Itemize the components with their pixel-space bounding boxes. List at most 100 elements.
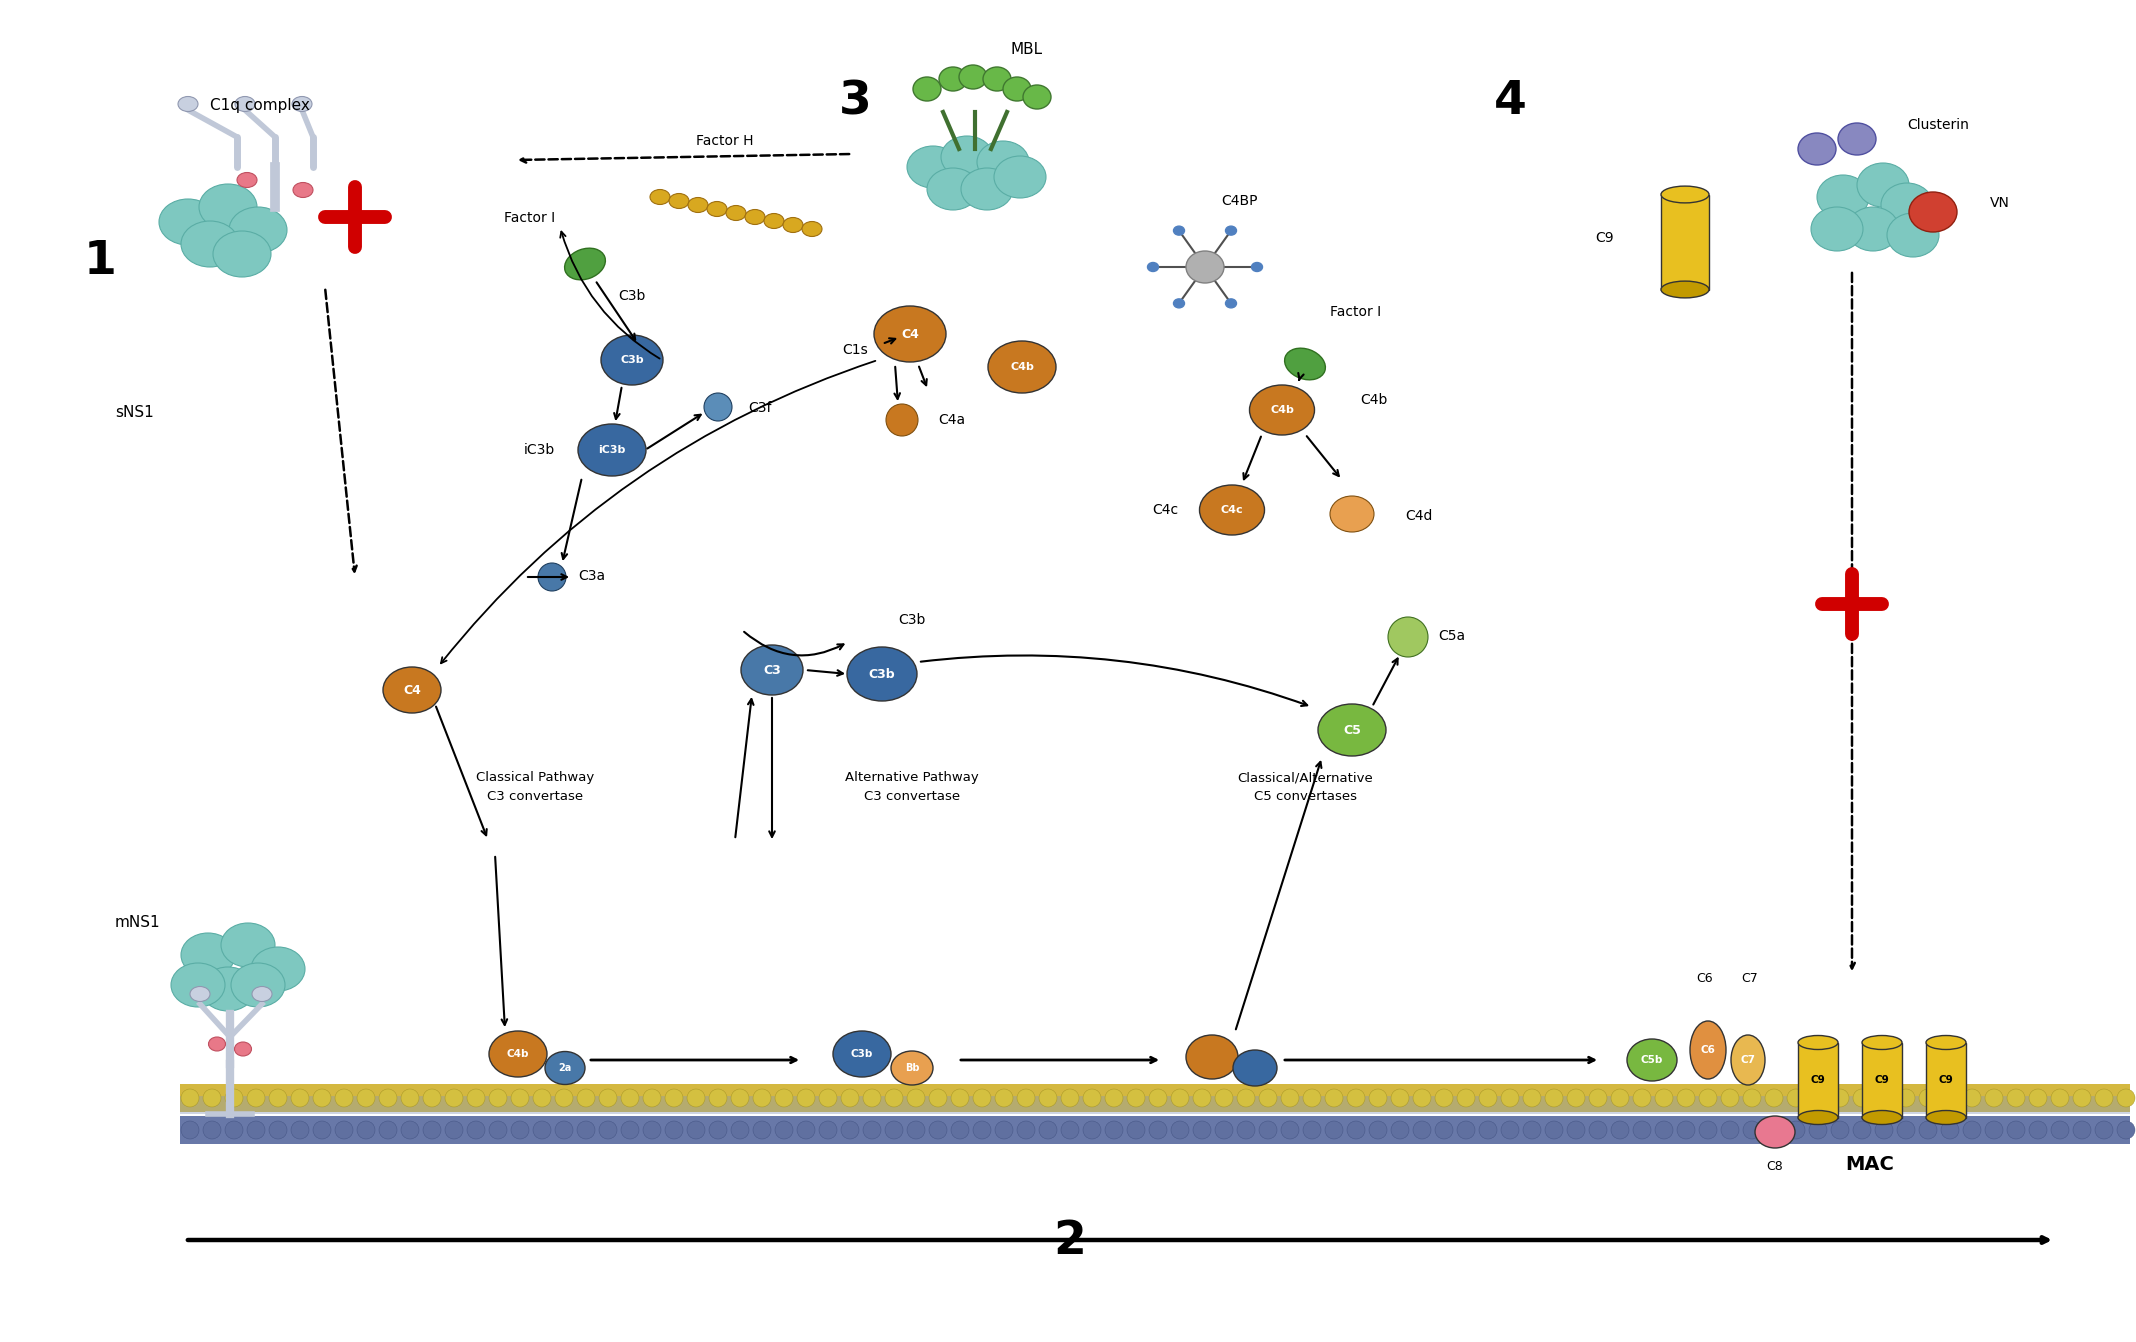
Text: Factor I: Factor I — [504, 211, 555, 225]
Circle shape — [577, 1121, 596, 1139]
Circle shape — [775, 1088, 792, 1107]
Text: C4b: C4b — [506, 1049, 530, 1059]
Circle shape — [1764, 1088, 1784, 1107]
Text: C4: C4 — [404, 683, 421, 696]
Ellipse shape — [669, 193, 690, 208]
Circle shape — [1788, 1121, 1805, 1139]
Circle shape — [1942, 1121, 1959, 1139]
Ellipse shape — [959, 64, 987, 89]
Circle shape — [1062, 1088, 1079, 1107]
Text: Clusterin: Clusterin — [1907, 118, 1969, 132]
Ellipse shape — [293, 97, 312, 111]
Circle shape — [842, 1088, 859, 1107]
Circle shape — [797, 1121, 816, 1139]
Circle shape — [444, 1088, 464, 1107]
Circle shape — [842, 1121, 859, 1139]
Circle shape — [1523, 1088, 1540, 1107]
Circle shape — [1963, 1088, 1980, 1107]
Circle shape — [1502, 1088, 1519, 1107]
Bar — [1863, 1043, 1901, 1118]
Circle shape — [598, 1121, 617, 1139]
Circle shape — [974, 1121, 991, 1139]
Text: C3b: C3b — [899, 613, 925, 627]
Circle shape — [1369, 1121, 1386, 1139]
Ellipse shape — [1927, 1036, 1965, 1049]
Circle shape — [314, 1088, 331, 1107]
Text: C6: C6 — [1700, 1045, 1715, 1055]
Text: C4d: C4d — [1405, 509, 1433, 523]
Bar — [1662, 195, 1709, 290]
Circle shape — [1854, 1121, 1871, 1139]
Text: sNS1: sNS1 — [115, 405, 154, 420]
Circle shape — [1017, 1088, 1036, 1107]
Ellipse shape — [1173, 299, 1185, 307]
Circle shape — [314, 1121, 331, 1139]
Circle shape — [1215, 1088, 1232, 1107]
Text: 1: 1 — [83, 239, 117, 285]
Ellipse shape — [1837, 123, 1875, 154]
Ellipse shape — [1799, 133, 1837, 165]
Text: C3f: C3f — [748, 401, 771, 415]
Circle shape — [335, 1121, 352, 1139]
Circle shape — [290, 1088, 310, 1107]
Ellipse shape — [765, 213, 784, 228]
Circle shape — [335, 1088, 352, 1107]
Circle shape — [1391, 1121, 1410, 1139]
Text: C3b: C3b — [850, 1049, 874, 1059]
Ellipse shape — [1318, 705, 1386, 756]
Ellipse shape — [190, 986, 209, 1001]
Circle shape — [1743, 1121, 1760, 1139]
Ellipse shape — [1756, 1117, 1794, 1147]
Circle shape — [423, 1088, 440, 1107]
Circle shape — [1435, 1088, 1452, 1107]
Circle shape — [1128, 1088, 1145, 1107]
Text: iC3b: iC3b — [523, 443, 555, 458]
Text: MBL: MBL — [1010, 42, 1042, 56]
Text: C7: C7 — [1741, 972, 1758, 985]
Text: C4b: C4b — [1010, 362, 1034, 372]
Text: C6: C6 — [1696, 972, 1713, 985]
Circle shape — [2117, 1088, 2136, 1107]
Bar — [179, 1084, 2130, 1113]
Ellipse shape — [927, 168, 978, 209]
Circle shape — [688, 1121, 705, 1139]
Circle shape — [1303, 1088, 1320, 1107]
Ellipse shape — [1882, 183, 1933, 227]
Circle shape — [1237, 1088, 1256, 1107]
Circle shape — [929, 1121, 946, 1139]
Circle shape — [908, 1088, 925, 1107]
Circle shape — [622, 1121, 639, 1139]
Ellipse shape — [229, 207, 286, 254]
Text: C4BP: C4BP — [1222, 195, 1258, 208]
Circle shape — [2051, 1088, 2070, 1107]
Ellipse shape — [182, 221, 239, 267]
Circle shape — [1237, 1121, 1256, 1139]
Ellipse shape — [707, 201, 726, 216]
Ellipse shape — [235, 1041, 252, 1056]
Circle shape — [1831, 1088, 1850, 1107]
Circle shape — [1984, 1088, 2004, 1107]
Bar — [179, 1096, 2130, 1114]
Circle shape — [1611, 1088, 1630, 1107]
Circle shape — [1743, 1088, 1760, 1107]
Circle shape — [2095, 1088, 2113, 1107]
Ellipse shape — [1023, 85, 1051, 109]
Ellipse shape — [940, 67, 968, 91]
Circle shape — [1194, 1088, 1211, 1107]
Circle shape — [995, 1121, 1012, 1139]
Circle shape — [1611, 1121, 1630, 1139]
Text: C5: C5 — [1344, 723, 1361, 737]
Circle shape — [754, 1121, 771, 1139]
Circle shape — [1104, 1088, 1124, 1107]
Circle shape — [775, 1121, 792, 1139]
Ellipse shape — [1226, 225, 1237, 235]
Text: C9: C9 — [1811, 1075, 1826, 1084]
Circle shape — [929, 1088, 946, 1107]
Circle shape — [1348, 1088, 1365, 1107]
Ellipse shape — [1147, 263, 1158, 271]
Circle shape — [1457, 1121, 1476, 1139]
Circle shape — [598, 1088, 617, 1107]
Ellipse shape — [1226, 299, 1237, 307]
Circle shape — [534, 1121, 551, 1139]
Ellipse shape — [745, 209, 765, 224]
